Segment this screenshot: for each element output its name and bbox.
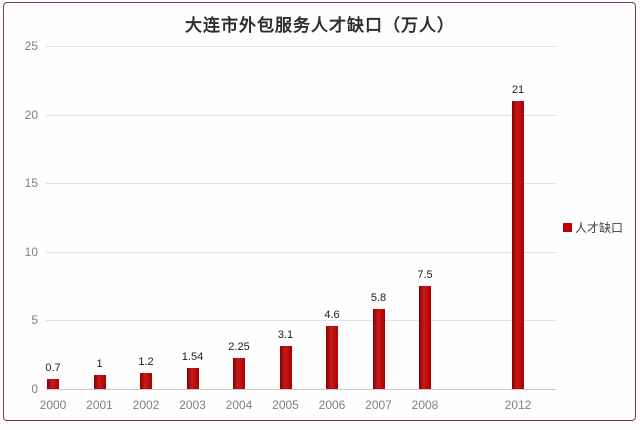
bar-value-label: 2.25 xyxy=(228,341,250,354)
bar xyxy=(233,358,245,389)
bar-value-label: 21 xyxy=(511,83,525,96)
x-tick-label: 2007 xyxy=(365,398,392,412)
legend-label: 人才缺口 xyxy=(575,221,624,235)
bar xyxy=(326,325,338,389)
gridline xyxy=(46,251,556,253)
gridline xyxy=(46,320,556,322)
bar-value-label: 7.5 xyxy=(417,269,433,282)
x-tick-label: 2006 xyxy=(318,398,346,412)
x-axis-line xyxy=(46,389,556,390)
bar xyxy=(186,367,199,389)
x-tick-label: 2012 xyxy=(504,398,532,412)
bar-value-label: 0.7 xyxy=(45,362,61,375)
x-tick-label: 2008 xyxy=(411,398,439,412)
gridline xyxy=(46,114,556,116)
gridline xyxy=(46,46,556,47)
bar xyxy=(279,346,292,389)
y-tick-label: 5 xyxy=(31,313,38,328)
x-tick-label: 2001 xyxy=(86,398,113,412)
x-tick-label: 2000 xyxy=(39,398,67,412)
x-tick-label: 2004 xyxy=(225,398,253,412)
bar-value-label: 1.2 xyxy=(138,355,154,368)
x-tick-label: 2003 xyxy=(179,398,206,412)
bar-value-label: 1.54 xyxy=(181,350,204,363)
bar xyxy=(47,379,59,389)
bar-value-label: 4.6 xyxy=(324,308,340,321)
y-tick-label: 20 xyxy=(24,107,38,122)
legend-swatch-icon xyxy=(563,223,572,232)
bar xyxy=(512,100,524,389)
chart-title: 大连市外包服务人才缺口（万人） xyxy=(185,16,455,35)
y-tick-label: 25 xyxy=(24,39,38,53)
bar-value-label: 1 xyxy=(96,358,103,371)
bar xyxy=(140,372,152,389)
bar xyxy=(93,375,106,389)
gridline xyxy=(46,183,556,185)
bar-value-label: 5.8 xyxy=(370,292,387,305)
y-tick-label: 10 xyxy=(24,244,38,259)
legend: 人才缺口 xyxy=(563,219,623,236)
y-tick-label: 0 xyxy=(31,382,38,396)
bar xyxy=(372,309,385,389)
y-tick-label: 15 xyxy=(24,176,38,191)
bar xyxy=(419,286,431,389)
bar-value-label: 3.1 xyxy=(277,329,294,342)
chart-frame-border xyxy=(3,2,636,421)
x-tick-label: 2002 xyxy=(132,398,160,412)
x-tick-label: 2005 xyxy=(272,398,299,412)
